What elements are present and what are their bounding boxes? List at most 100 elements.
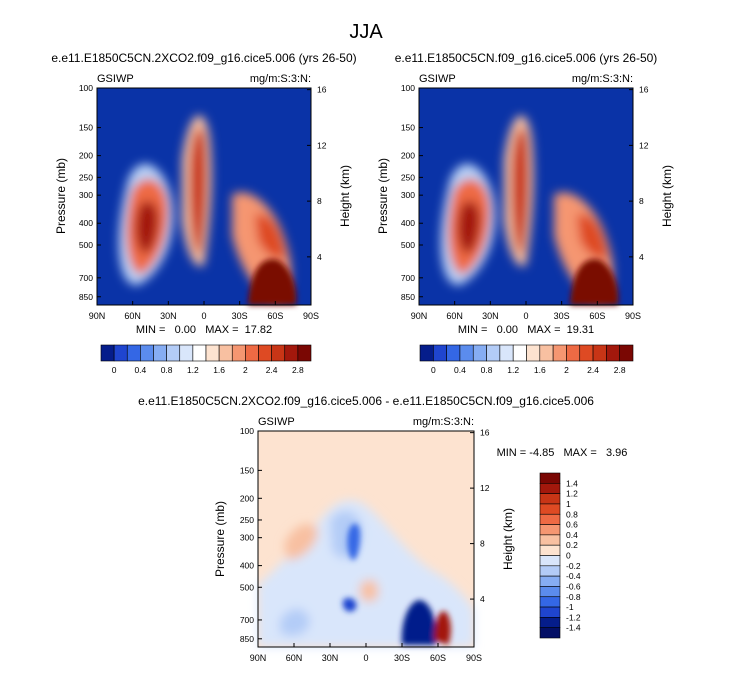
panel-1-x-tick-label: 30S (232, 311, 248, 321)
panel-1-y2-tick-label: 12 (317, 140, 327, 150)
panel-1-colorbar-swatch (126, 344, 141, 362)
panel-3-y-axis-label: Pressure (mb) (213, 501, 227, 577)
panel-1-x-tick-label: 0 (201, 311, 206, 321)
panel-3-x-ticks: 90N 60N 30N 0 30S 60S 90S (250, 643, 482, 663)
panel-1-colorbar-label: 0 (112, 365, 117, 375)
panel-1-title: e.e11.E1850C5CN.2XCO2.f09_g16.cice5.006 … (51, 51, 356, 65)
panel-3-x-tick-label: 90N (250, 653, 267, 663)
panel-3-nh-upper-positive (284, 524, 318, 560)
panel-2-y2-tick-label: 12 (639, 140, 649, 150)
panel-3-x-tick-label: 30N (322, 653, 339, 663)
panel-1-x-tick-label: 90S (303, 311, 319, 321)
panel-1-colorbar-label: 0.8 (161, 365, 173, 375)
panel-3-colorbar-swatch (539, 483, 561, 494)
panel-2-colorbar-swatch (539, 344, 554, 362)
panel-1-colorbar-swatch (192, 344, 207, 362)
panel-2-eq-column (511, 127, 529, 255)
panel-3-colorbar-swatch (539, 617, 561, 628)
panel-2-contours (440, 115, 619, 305)
panel-3-colorbar-label: 0.6 (566, 520, 578, 530)
panel-1-y-tick-label: 500 (79, 240, 93, 250)
panel-2-colorbar: 0 0.4 0.8 1.2 1.6 2 2.4 2.8 (419, 344, 634, 375)
panel-2-colorbar-swatch (526, 344, 541, 362)
panel-2-y-tick-label: 150 (401, 123, 415, 133)
panel-2-colorbar-label: 2 (564, 365, 569, 375)
panel-3-y2-ticks: 16 12 8 4 (470, 428, 490, 604)
panel-2-y-ticks: 100 150 200 250 300 400 500 700 850 (401, 83, 423, 302)
panel-2-y-tick-label: 100 (401, 83, 415, 93)
panel-3-colorbar-swatch (539, 596, 561, 608)
panel-3-colorbar-label: -0.6 (566, 581, 581, 591)
panel-1-colorbar-swatch (205, 344, 220, 362)
panel-1-y2-axis-label: Height (km) (338, 165, 352, 227)
panel-2-colorbar-swatch (459, 344, 474, 362)
panel-3-colorbar-swatch (539, 493, 561, 505)
panel-2-y-tick-label: 400 (401, 218, 415, 228)
panel-1-y-tick-label: 250 (79, 172, 93, 182)
panel-2-y2-tick-label: 16 (639, 85, 649, 95)
panel-1-right-label: mg/m:S:3:N: (250, 73, 311, 85)
panel-3-y-tick-label: 300 (240, 533, 254, 543)
panel-3-y-tick-label: 150 (240, 465, 254, 475)
panel-1-colorbar-swatch (153, 344, 167, 362)
panel-1-colorbar-swatch (284, 344, 299, 362)
panel-1-colorbar-swatch (231, 344, 246, 362)
panel-1-colorbar-label: 1.6 (213, 365, 225, 375)
panel-1-colorbar-swatch (271, 344, 286, 362)
panel-3-colorbar-label: -1 (566, 602, 574, 612)
panel-3-colorbar-swatch (539, 565, 561, 577)
panel-2-sh-low-max (570, 259, 619, 305)
panel-3-x-tick-label: 90S (466, 653, 482, 663)
panel-1-x-tick-label: 30N (160, 311, 177, 321)
panel-3-y2-tick-label: 8 (480, 539, 485, 549)
panel-2-colorbar-swatch (486, 344, 501, 362)
panel-1-colorbar-label: 2 (243, 365, 248, 375)
panel-3-colorbar-label: 0.8 (566, 509, 578, 519)
panel-2-colorbar-swatch (433, 344, 447, 362)
figure-title: JJA (349, 21, 383, 43)
panel-2-y-tick-label: 250 (401, 172, 415, 182)
panel-3-colorbar-label: 0.4 (566, 530, 578, 540)
panel-3-colorbar-swatch (539, 555, 561, 567)
panel-1-y-tick-label: 300 (79, 190, 93, 200)
panel-3-sh-low-level-positive (434, 611, 451, 645)
panel-3-sh-low-level-negative (401, 600, 437, 645)
panel-3-colorbar-label: -0.8 (566, 592, 581, 602)
panel-1-x-tick-label: 90N (89, 311, 106, 321)
panel-3-colorbar-label: 0 (566, 551, 571, 561)
panel-1-colorbar-label: 2.4 (266, 365, 278, 375)
panel-1-colorbar-swatch (113, 344, 128, 362)
panel-3-colorbar-swatch (539, 472, 561, 484)
panel-3-y-tick-label: 700 (240, 615, 254, 625)
panel-2-y2-tick-label: 4 (639, 252, 644, 262)
panel-1-colorbar-swatch (245, 344, 259, 362)
panel-1-nh-core (135, 201, 159, 254)
panel-1-y-tick-label: 100 (79, 83, 93, 93)
panel-3-colorbar-label: 1.4 (566, 478, 578, 488)
panel-3-stats: MIN = -4.85 MAX = 3.96 (497, 447, 628, 459)
panel-3-y-tick-label: 850 (240, 634, 254, 644)
panel-3-x-tick-label: 60N (286, 653, 303, 663)
panel-3-colorbar-swatch (539, 606, 561, 618)
panel-3-y-tick-label: 250 (240, 515, 254, 525)
panel-1-y-tick-label: 850 (79, 292, 93, 302)
panel-3-colorbar-swatch (539, 544, 561, 556)
panel-3-y-tick-label: 100 (240, 426, 254, 436)
panel-2-colorbar-label: 0.8 (481, 365, 493, 375)
panel-3-colorbar-swatch (539, 627, 561, 639)
panel-1-colorbar-swatch (140, 344, 154, 362)
panel-3-colorbar-label: -1.2 (566, 612, 581, 622)
panel-2-y-tick-label: 500 (401, 240, 415, 250)
panel-3-colorbar-swatch (539, 586, 561, 598)
panel-3-low-pink-mid (360, 579, 379, 602)
panel-3-x-tick-label: 30S (394, 653, 410, 663)
panel-3-y-tick-label: 500 (240, 582, 254, 592)
panel-2-x-tick-label: 90N (411, 311, 428, 321)
panel-2-colorbar-swatch (579, 344, 594, 362)
panel-2-sh-band-core (577, 214, 607, 260)
panel-2-colorbar-swatch (419, 344, 434, 362)
panel-2-y2-ticks: 16 12 8 4 (629, 85, 649, 262)
panel-2-colorbar-swatch (499, 344, 514, 362)
panel-3-colorbar-swatch (539, 513, 561, 525)
panel-2: e.e11.E1850C5CN.f09_g16.cice5.006 (yrs 2… (376, 51, 674, 375)
